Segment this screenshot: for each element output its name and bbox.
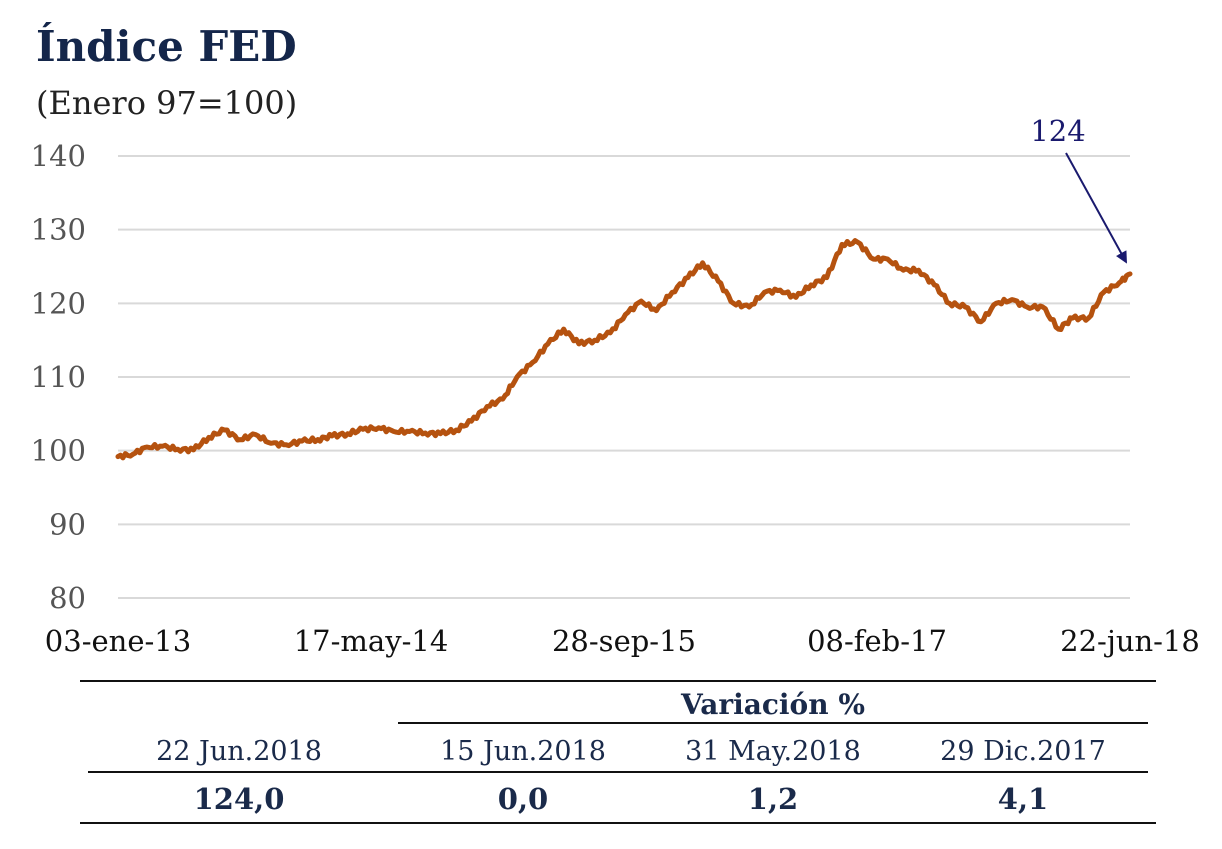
y-tick-label: 110 bbox=[31, 360, 86, 394]
x-tick-label: 22-jun-18 bbox=[1060, 624, 1200, 658]
x-tick-label: 03-ene-13 bbox=[45, 624, 191, 658]
y-tick-label: 90 bbox=[49, 507, 86, 541]
variation-value-1: 0,0 bbox=[497, 782, 549, 816]
y-tick-label: 140 bbox=[31, 139, 86, 173]
annotation-arrow bbox=[1065, 152, 1127, 264]
variation-table: Variación % 22 Jun.2018 15 Jun.2018 31 M… bbox=[80, 680, 1156, 824]
x-axis-ticks: 03-ene-13 17-may-14 28-sep-15 08-feb-17 22-j… bbox=[45, 624, 1200, 658]
current-date: 22 Jun.2018 bbox=[156, 736, 322, 767]
compare-date-2: 31 May.2018 bbox=[685, 736, 861, 767]
dates-rule bbox=[88, 771, 1148, 773]
y-axis-ticks: 80 90 100 110 120 130 140 bbox=[31, 139, 86, 615]
compare-date-1: 15 Jun.2018 bbox=[440, 736, 606, 767]
y-tick-label: 130 bbox=[31, 213, 86, 247]
chart-title: Índice FED bbox=[36, 22, 297, 71]
compare-date-3: 29 Dic.2017 bbox=[940, 736, 1106, 767]
y-tick-label: 80 bbox=[49, 581, 86, 615]
x-tick-label: 08-feb-17 bbox=[807, 624, 947, 658]
variation-value-2: 1,2 bbox=[747, 782, 799, 816]
line-chart: 80 90 100 110 120 130 140 03-ene-13 17-may-14 28… bbox=[31, 114, 1200, 658]
last-value-annotation: 124 bbox=[1030, 114, 1127, 264]
header-rule bbox=[398, 722, 1148, 724]
gridlines bbox=[118, 155, 1130, 599]
series-line bbox=[115, 238, 1133, 461]
table-top-rule bbox=[80, 680, 1156, 682]
annotation-label: 124 bbox=[1030, 114, 1085, 148]
x-tick-label: 17-may-14 bbox=[294, 624, 449, 658]
y-tick-label: 120 bbox=[31, 286, 86, 320]
variation-header: Variación % bbox=[681, 688, 865, 721]
x-tick-label: 28-sep-15 bbox=[552, 624, 696, 658]
table-bottom-rule bbox=[80, 822, 1156, 824]
current-value: 124,0 bbox=[193, 782, 285, 816]
y-tick-label: 100 bbox=[31, 434, 86, 468]
variation-value-3: 4,1 bbox=[997, 782, 1049, 816]
chart-subtitle: (Enero 97=100) bbox=[36, 84, 298, 122]
